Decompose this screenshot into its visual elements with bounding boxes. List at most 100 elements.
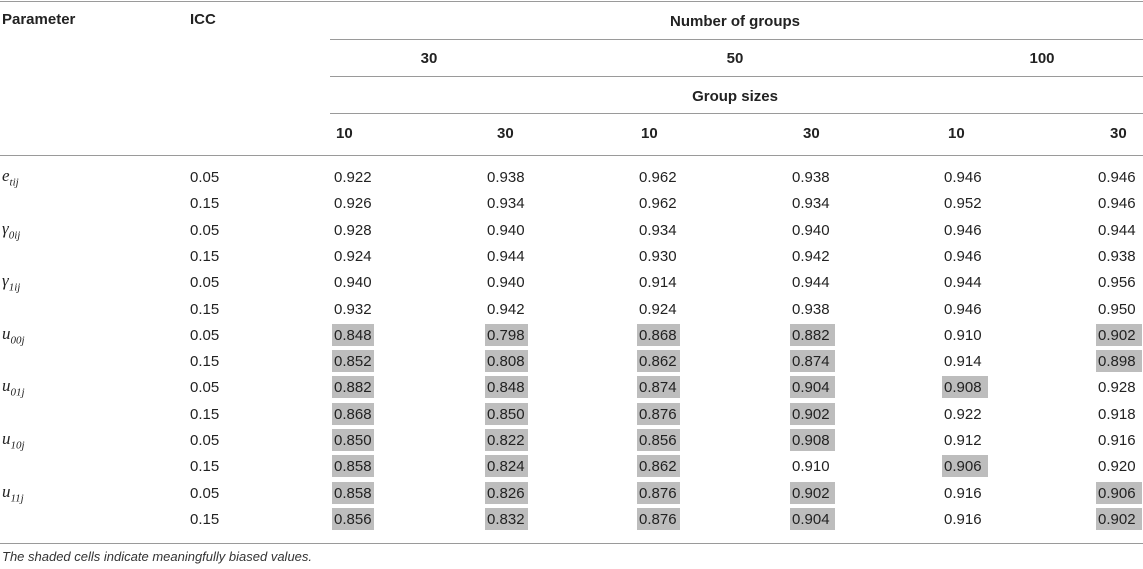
- value-cell: 0.920: [1098, 458, 1136, 476]
- shaded-value-cell: 0.808: [485, 350, 528, 373]
- parameter-label: u01j: [2, 377, 25, 401]
- value-cell: 0.932: [334, 300, 372, 318]
- parameter-symbol: u: [2, 429, 11, 448]
- shaded-value-cell: 0.798: [485, 323, 528, 346]
- value-cell: 0.914: [639, 274, 677, 292]
- value-cell: 0.912: [944, 432, 982, 449]
- shaded-value-cell: 0.902: [1096, 323, 1142, 346]
- value-cell: 0.942: [487, 300, 525, 318]
- parameter-label: u11j: [2, 481, 24, 507]
- value-cell: 0.916: [944, 510, 982, 528]
- icc-value: 0.15: [190, 510, 220, 528]
- parameter-subscript: 0ij: [8, 228, 21, 241]
- value-cell: 0.916: [1098, 432, 1136, 449]
- shaded-value-cell: 0.856: [637, 429, 680, 451]
- shaded-value-cell: 0.876: [637, 402, 680, 425]
- header-size: 30: [803, 125, 820, 142]
- value-cell: 0.934: [639, 221, 677, 239]
- value-cell: 0.910: [944, 326, 982, 344]
- value-cell: 0.938: [487, 169, 525, 186]
- parameter-label: etij: [2, 167, 19, 191]
- shaded-value-cell: 0.908: [942, 376, 988, 399]
- parameter-symbol: u: [2, 481, 11, 501]
- icc-value: 0.15: [190, 195, 220, 213]
- value-cell: 0.924: [334, 247, 372, 265]
- shaded-value-cell: 0.906: [1096, 481, 1142, 504]
- value-cell: 0.928: [334, 221, 372, 239]
- shaded-value-cell: 0.858: [332, 455, 374, 478]
- header-number-of-groups: Number of groups: [670, 13, 800, 30]
- value-cell: 0.962: [639, 169, 677, 186]
- shaded-value-cell: 0.822: [485, 429, 528, 451]
- icc-value: 0.15: [190, 247, 220, 265]
- value-cell: 0.930: [639, 247, 677, 265]
- icc-value: 0.15: [190, 458, 220, 476]
- header-icc: ICC: [190, 11, 216, 28]
- parameter-symbol: u: [2, 323, 11, 343]
- value-cell: 0.926: [334, 195, 372, 213]
- group-count-rule: [330, 76, 1143, 77]
- shaded-value-cell: 0.904: [790, 376, 835, 399]
- value-cell: 0.922: [944, 405, 982, 423]
- header-size: 10: [336, 125, 353, 142]
- parameter-subscript: tij: [9, 176, 19, 189]
- shaded-value-cell: 0.848: [332, 323, 374, 346]
- shaded-value-cell: 0.826: [485, 481, 528, 504]
- icc-value: 0.05: [190, 221, 220, 239]
- parameter-subscript: 01j: [10, 386, 25, 399]
- value-cell: 0.946: [944, 247, 982, 265]
- icc-value: 0.15: [190, 405, 220, 423]
- shaded-value-cell: 0.906: [942, 455, 988, 478]
- value-cell: 0.944: [1098, 221, 1136, 239]
- value-cell: 0.942: [792, 247, 830, 265]
- top-rule: [0, 1, 1143, 2]
- parameter-subscript: 10j: [10, 439, 25, 452]
- header-parameter: Parameter: [2, 11, 76, 28]
- icc-value: 0.05: [190, 326, 220, 344]
- parameter-symbol: u: [2, 376, 11, 396]
- shaded-value-cell: 0.852: [332, 350, 374, 373]
- header-group-sizes: Group sizes: [692, 88, 778, 105]
- parameter-label: γ0ij: [2, 219, 21, 244]
- shaded-value-cell: 0.850: [485, 402, 528, 425]
- parameter-subscript: 1ij: [8, 281, 21, 294]
- value-cell: 0.946: [1098, 195, 1136, 213]
- parameter-subscript: 11j: [10, 491, 24, 504]
- shaded-value-cell: 0.882: [790, 323, 835, 346]
- shaded-value-cell: 0.902: [1096, 507, 1142, 530]
- value-cell: 0.928: [1098, 379, 1136, 397]
- header-group-count-100: 100: [1029, 50, 1055, 67]
- value-cell: 0.938: [1098, 247, 1136, 265]
- value-cell: 0.938: [792, 300, 830, 318]
- value-cell: 0.944: [792, 274, 830, 292]
- value-cell: 0.934: [487, 195, 525, 213]
- icc-value: 0.05: [190, 432, 220, 449]
- shaded-value-cell: 0.908: [790, 429, 835, 451]
- parameter-subscript: 00j: [10, 334, 25, 347]
- value-cell: 0.956: [1098, 274, 1136, 292]
- value-cell: 0.918: [1098, 405, 1136, 423]
- value-cell: 0.946: [1098, 169, 1136, 186]
- value-cell: 0.916: [944, 484, 982, 502]
- group-sizes-rule: [330, 113, 1143, 114]
- value-cell: 0.910: [792, 458, 830, 476]
- shaded-value-cell: 0.824: [485, 455, 528, 478]
- header-group-count-50: 50: [726, 50, 744, 67]
- shaded-value-cell: 0.882: [332, 376, 374, 399]
- value-cell: 0.914: [944, 353, 982, 371]
- shaded-value-cell: 0.850: [332, 429, 374, 451]
- shaded-value-cell: 0.848: [485, 376, 528, 399]
- parameter-label: u10j: [2, 430, 25, 454]
- shaded-value-cell: 0.874: [790, 350, 835, 373]
- shaded-value-cell: 0.876: [637, 481, 680, 504]
- shaded-value-cell: 0.868: [332, 402, 374, 425]
- value-cell: 0.938: [792, 169, 830, 186]
- value-cell: 0.924: [639, 300, 677, 318]
- shaded-value-cell: 0.868: [637, 323, 680, 346]
- value-cell: 0.944: [487, 247, 525, 265]
- icc-value: 0.05: [190, 274, 220, 292]
- value-cell: 0.940: [792, 221, 830, 239]
- header-size: 10: [641, 125, 658, 142]
- value-cell: 0.946: [944, 221, 982, 239]
- shaded-value-cell: 0.904: [790, 507, 835, 530]
